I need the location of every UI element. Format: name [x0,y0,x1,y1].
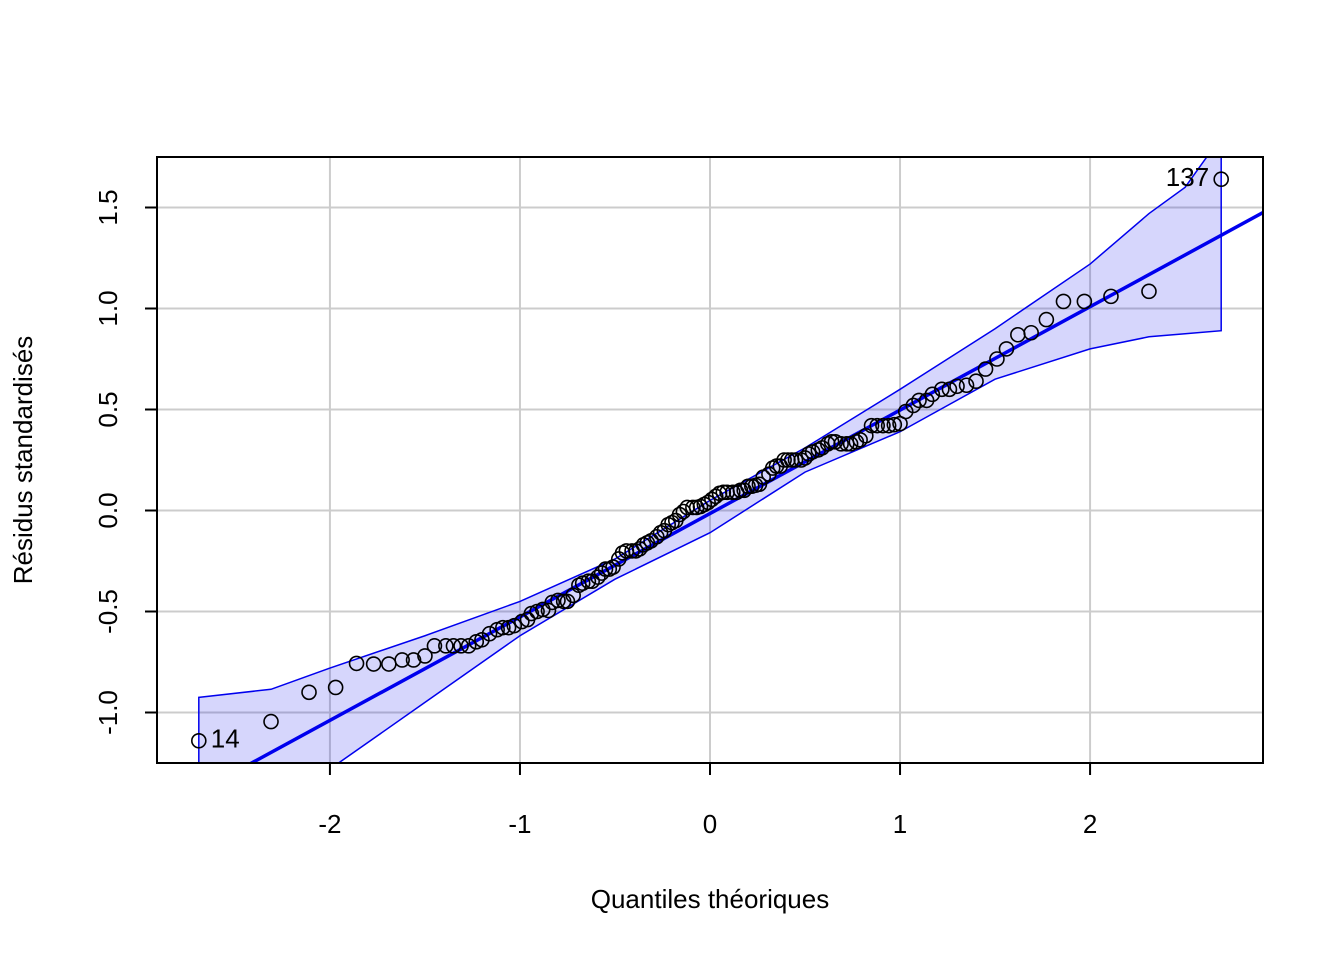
point [453,638,469,654]
plot-area [157,157,1263,763]
y-tick-label: 0.5 [93,391,123,427]
point [833,436,849,452]
point-label: 137 [1166,162,1209,192]
point [941,381,958,398]
point [394,652,410,668]
point [426,638,443,654]
point [968,373,984,390]
x-tick-label: -1 [508,809,531,839]
point [481,625,498,642]
x-tick-label: 2 [1083,809,1097,839]
point [438,638,454,654]
point [918,392,935,409]
point [365,656,382,672]
point [540,602,557,619]
point [875,417,891,434]
point [445,638,462,654]
plot-frame [156,156,1264,764]
x-axis-title: Quantiles théoriques [591,884,829,914]
y-tick-label: -0.5 [93,589,123,634]
point [823,434,840,450]
point [580,573,597,590]
point [707,488,724,505]
y-tick-label: -1.0 [93,690,123,735]
point [1038,311,1055,328]
point [740,478,756,495]
point [605,559,621,575]
point [1213,171,1229,188]
point [495,619,511,636]
point [787,452,804,468]
point [597,561,614,577]
confidence-envelope [198,157,1222,763]
point [460,638,477,654]
point [998,341,1015,357]
point [934,381,950,398]
point [1076,293,1093,310]
point [869,417,886,434]
y-tick-label: 1.5 [93,189,123,225]
point [191,732,207,749]
point [886,416,903,433]
point [559,593,576,610]
point [685,499,701,516]
point [301,684,317,701]
point [911,392,927,409]
point [924,386,941,403]
point [417,648,433,664]
y-axis-title: Résidus standardisés [8,336,38,585]
point [949,378,965,395]
point [958,377,975,394]
x-tick-label: -2 [318,809,341,839]
x-tick-label: 1 [893,809,907,839]
point [1023,324,1039,341]
point [348,655,365,672]
x-tick-label: 0 [703,809,717,839]
point [725,484,741,501]
point [327,679,344,696]
point [863,417,880,434]
point [550,592,566,609]
point [1103,288,1119,305]
point [880,417,897,434]
point [732,482,749,499]
point [506,617,523,634]
reference-line [247,211,1263,763]
point [405,652,422,668]
y-tick-label: 1.0 [93,290,123,326]
point [1055,293,1072,310]
point [977,361,994,377]
point-label: 14 [211,724,240,754]
point [776,452,792,468]
point [989,351,1005,367]
point [263,713,279,730]
point [905,397,922,414]
point [1141,283,1157,300]
y-tick-label: 0.0 [93,492,123,528]
